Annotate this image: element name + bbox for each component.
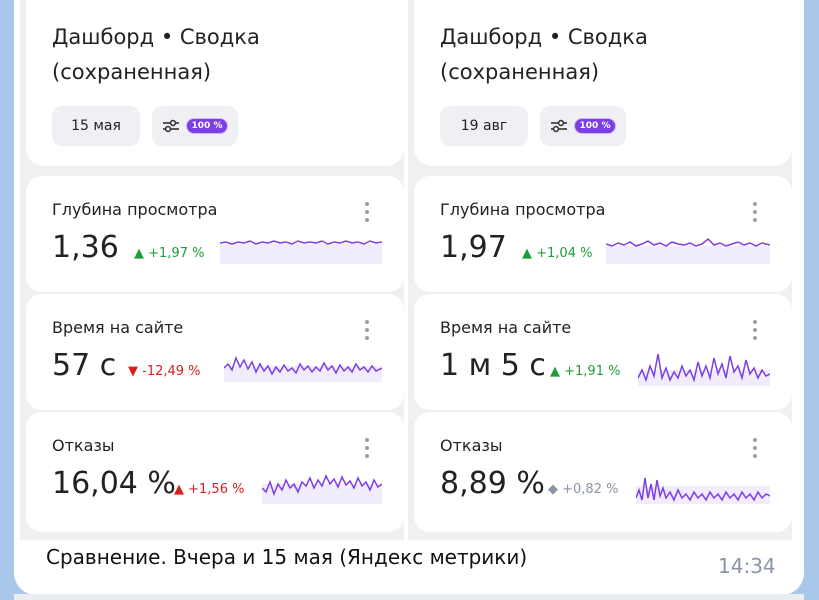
metric-label: Время на сайте: [440, 318, 572, 337]
sparkline-chart: [220, 240, 382, 264]
metric-value: 1 м 5 с: [440, 348, 546, 383]
sliders-icon: [162, 119, 179, 133]
more-menu-icon[interactable]: [364, 320, 370, 342]
metric-value: 1,36: [52, 230, 119, 265]
metric-label: Отказы: [440, 436, 503, 455]
more-menu-icon[interactable]: [364, 438, 370, 460]
metric-value: 57 с: [52, 348, 117, 383]
dashboard-title: Дашборд • Сводка (сохраненная): [52, 20, 372, 90]
more-menu-icon[interactable]: [752, 438, 758, 460]
sparkline-chart: [262, 474, 382, 504]
dashboard-title: Дашборд • Сводка (сохраненная): [440, 20, 760, 90]
dashboard-title-line1: Дашборд • Сводка: [440, 25, 648, 49]
metric-value: 8,89 %: [440, 466, 545, 501]
sparkline-chart: [636, 477, 770, 504]
dashboard-header: Дашборд • Сводка (сохраненная) 19 авг 10…: [414, 0, 792, 166]
message-timestamp: 14:34: [718, 554, 776, 578]
metric-delta: ▲ +1,56 %: [174, 482, 245, 497]
date-picker-button[interactable]: 15 мая: [52, 106, 140, 146]
filter-button[interactable]: 100 %: [540, 106, 626, 146]
dashboard-screenshot-left[interactable]: Дашборд • Сводка (сохраненная) 15 мая 10…: [20, 0, 404, 540]
metric-delta: ▼ -12,49 %: [128, 364, 201, 379]
metric-card-time[interactable]: Время на сайте 57 с ▼ -12,49 %: [26, 294, 404, 410]
more-menu-icon[interactable]: [364, 202, 370, 224]
sparkline-chart: [606, 237, 770, 264]
metric-value: 16,04 %: [52, 466, 176, 501]
dashboard-title-line2: (сохраненная): [52, 60, 212, 84]
dashboard-header: Дашборд • Сводка (сохраненная) 15 мая 10…: [26, 0, 404, 166]
more-menu-icon[interactable]: [752, 202, 758, 224]
date-picker-button[interactable]: 19 авг: [440, 106, 528, 146]
metric-label: Отказы: [52, 436, 115, 455]
metric-card-time[interactable]: Время на сайте 1 м 5 с ▲ +1,91 %: [414, 294, 792, 410]
more-menu-icon[interactable]: [752, 320, 758, 342]
metric-card-depth[interactable]: Глубина просмотра 1,36 ▲ +1,97 %: [26, 176, 404, 292]
dashboard-screenshot-right[interactable]: Дашборд • Сводка (сохраненная) 19 авг 10…: [408, 0, 792, 540]
metric-card-bounce[interactable]: Отказы 16,04 % ▲ +1,56 %: [26, 412, 404, 532]
metric-card-bounce[interactable]: Отказы 8,89 % ◆ +0,82 %: [414, 412, 792, 532]
sample-badge: 100 %: [573, 118, 617, 134]
filter-button[interactable]: 100 %: [152, 106, 238, 146]
date-label: 15 мая: [71, 118, 121, 134]
dashboard-title-line1: Дашборд • Сводка: [52, 25, 260, 49]
sample-badge: 100 %: [185, 118, 229, 134]
sparkline-chart: [638, 353, 770, 386]
metric-label: Время на сайте: [52, 318, 184, 337]
metric-delta: ▲ +1,97 %: [134, 246, 205, 261]
metric-label: Глубина просмотра: [52, 200, 218, 219]
metric-value: 1,97: [440, 230, 507, 265]
metric-delta: ◆ +0,82 %: [548, 482, 619, 497]
metric-label: Глубина просмотра: [440, 200, 606, 219]
sliders-icon: [550, 119, 567, 133]
metric-card-depth[interactable]: Глубина просмотра 1,97 ▲ +1,04 %: [414, 176, 792, 292]
metric-delta: ▲ +1,04 %: [522, 246, 593, 261]
dashboard-title-line2: (сохраненная): [440, 60, 600, 84]
next-message-edge: [14, 594, 804, 600]
date-label: 19 авг: [460, 118, 508, 134]
sparkline-chart: [224, 355, 382, 382]
metric-delta: ▲ +1,91 %: [550, 364, 621, 379]
message-text: Сравнение. Вчера и 15 мая (Яндекс метрик…: [46, 545, 528, 569]
